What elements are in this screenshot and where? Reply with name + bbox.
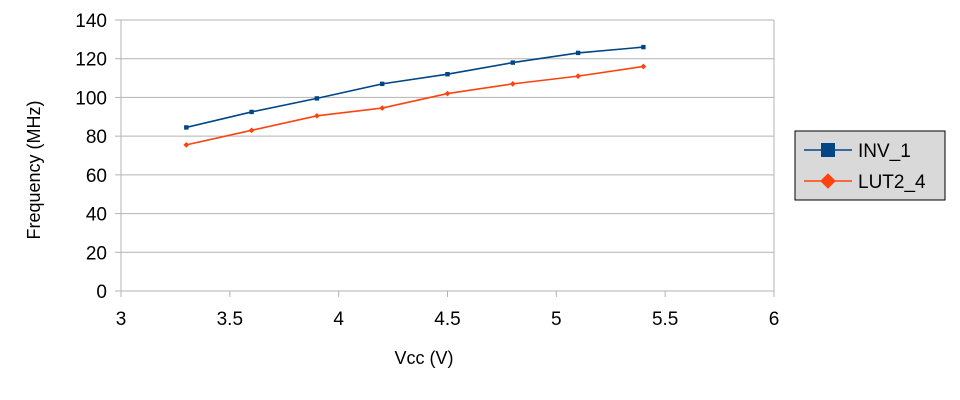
tick-labels: 0 20 40 60 80 100 120 140 3 3.5 4 4.5 5 5.5 6 <box>75 11 779 330</box>
series-layer <box>183 44 647 148</box>
x-axis-title: Vcc (V) <box>394 348 453 368</box>
x-tick-label: 3 <box>116 309 127 330</box>
y-tick-label: 40 <box>86 205 107 226</box>
x-tick-label: 4.5 <box>434 309 460 330</box>
x-tick-label: 6 <box>769 309 780 330</box>
data-point <box>380 81 385 87</box>
plot-area <box>121 20 774 291</box>
grid-lines <box>121 19 774 253</box>
series-line <box>186 46 644 129</box>
legend-label: LUT2_4 <box>858 172 926 193</box>
legend-item: LUT2_4 <box>804 172 926 193</box>
legend-box <box>794 130 946 201</box>
x-tick-label: 4 <box>333 309 344 330</box>
data-point <box>249 109 254 115</box>
legend-label: INV_1 <box>858 141 911 162</box>
legend-marker <box>820 173 836 189</box>
data-point <box>314 96 320 101</box>
x-tick-label: 5 <box>551 309 562 330</box>
data-point <box>314 112 320 119</box>
data-point <box>575 50 581 56</box>
axes <box>115 19 775 297</box>
y-tick-label: 80 <box>86 127 107 148</box>
data-point <box>640 63 647 70</box>
legend-items: INV_1 LUT2_4 <box>804 141 926 193</box>
data-point <box>379 105 386 111</box>
x-tick-label: 5.5 <box>652 309 678 330</box>
data-point <box>575 73 581 79</box>
series-lut2-4 <box>183 63 647 148</box>
legend: INV_1 LUT2_4 <box>794 130 946 201</box>
y-axis-title: Frequency (MHz) <box>24 100 44 239</box>
data-point <box>248 127 255 134</box>
data-point <box>641 44 646 50</box>
y-tick-label: 100 <box>75 88 107 109</box>
data-point <box>445 72 450 77</box>
y-tick-label: 0 <box>96 282 107 303</box>
series-line <box>186 65 644 146</box>
y-tick-label: 20 <box>86 243 107 264</box>
x-tick-label: 3.5 <box>217 309 243 330</box>
data-point <box>444 90 451 97</box>
series-inv-1 <box>184 44 646 130</box>
y-tick-label: 140 <box>75 11 107 32</box>
data-point <box>509 81 516 87</box>
data-point <box>184 125 189 130</box>
y-tick-label: 60 <box>86 166 107 187</box>
legend-marker <box>821 143 835 157</box>
data-point <box>510 60 515 65</box>
data-point <box>183 141 190 148</box>
y-tick-label: 120 <box>75 50 107 71</box>
legend-item: INV_1 <box>804 141 911 162</box>
